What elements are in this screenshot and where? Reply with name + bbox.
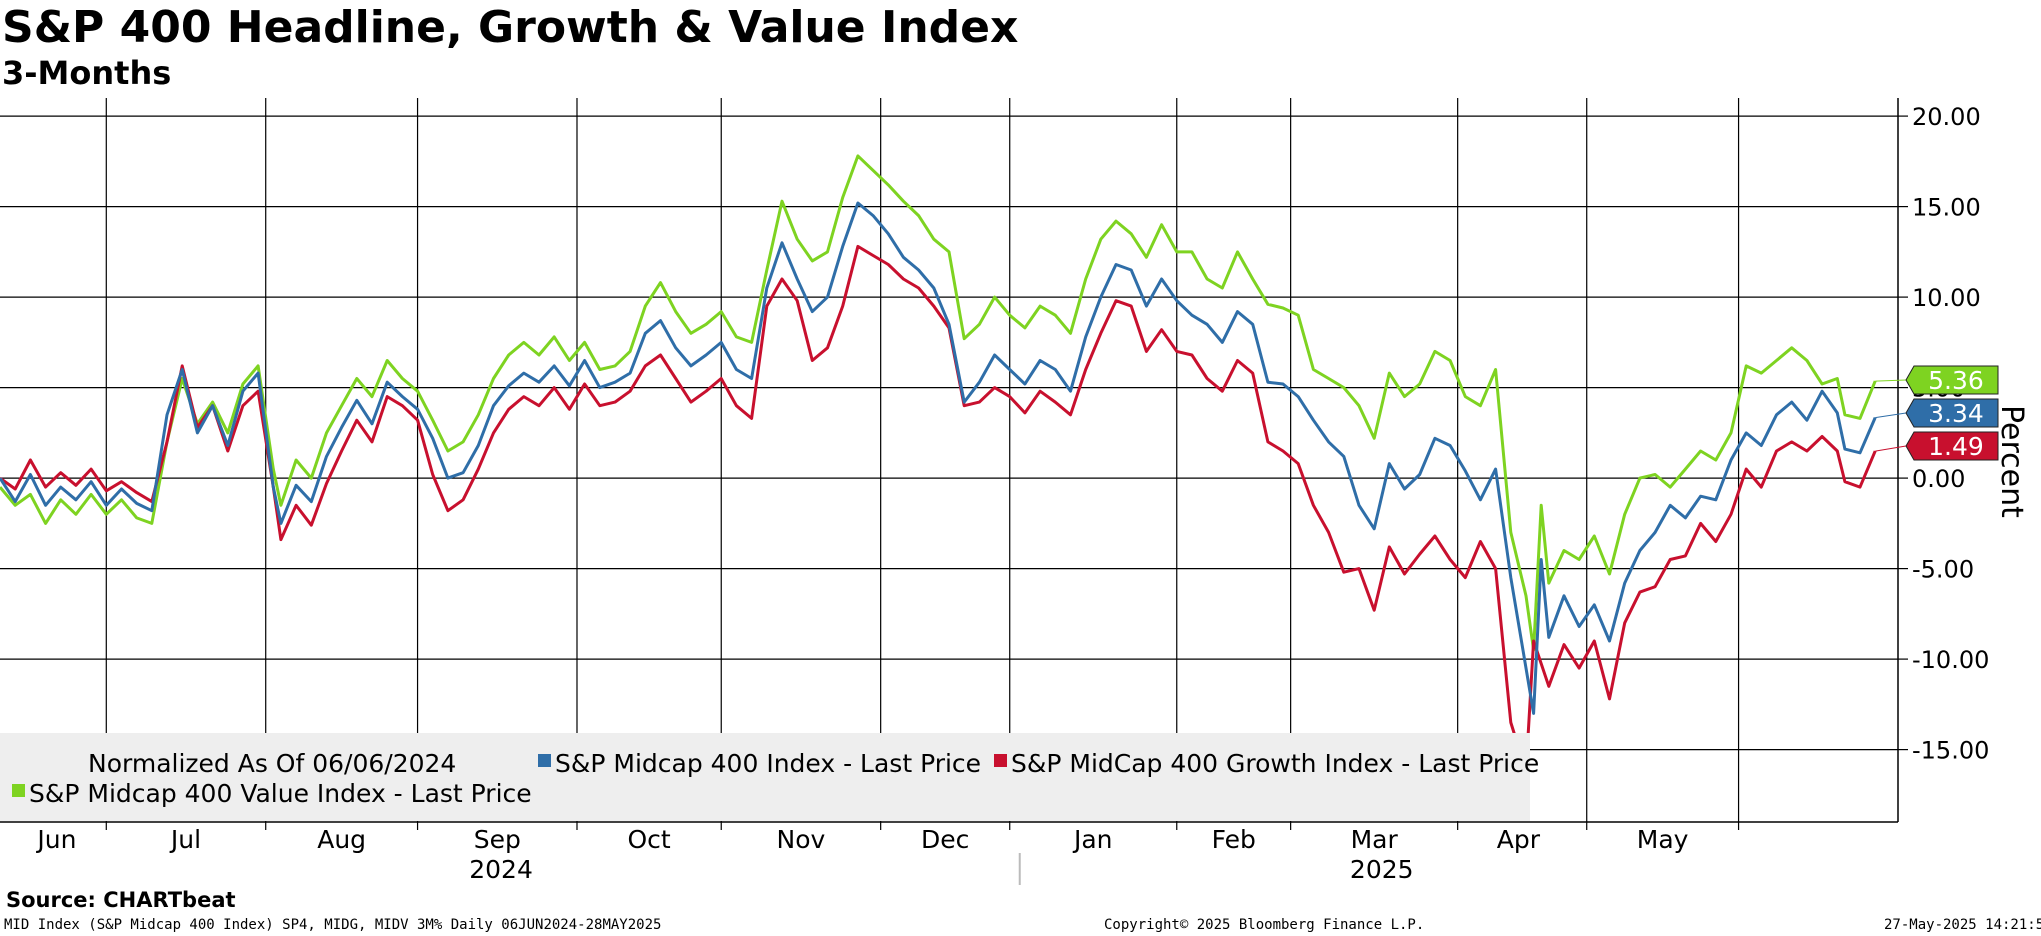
month-label: Jun xyxy=(35,825,76,854)
legend-label: S&P Midcap 400 Value Index - Last Price xyxy=(29,779,532,808)
y-tick-label: -15.00 xyxy=(1912,737,1989,765)
ticker-info: MID Index (S&P Midcap 400 Index) SP4, MI… xyxy=(4,917,662,933)
year-label: 2025 xyxy=(1350,855,1414,884)
legend-note: Normalized As Of 06/06/2024 xyxy=(88,749,456,778)
last-value-label: 1.49 xyxy=(1928,432,1984,461)
month-label: Sep xyxy=(474,825,521,854)
y-tick-label: 0.00 xyxy=(1912,465,1965,493)
y-tick-label: 10.00 xyxy=(1912,284,1981,312)
chart-subtitle: 3-Months xyxy=(2,54,172,92)
series-line xyxy=(0,201,1877,715)
legend-swatch xyxy=(994,754,1007,767)
y-tick-label: -10.00 xyxy=(1912,646,1989,674)
legend-label: S&P MidCap 400 Growth Index - Last Price xyxy=(1011,749,1539,778)
chart-title: S&P 400 Headline, Growth & Value Index xyxy=(2,2,1019,53)
month-label: Jan xyxy=(1072,825,1113,854)
month-label: Aug xyxy=(317,825,366,854)
y-tick-label: 15.00 xyxy=(1912,194,1981,222)
y-tick-label: 20.00 xyxy=(1912,103,1981,131)
last-value-label: 5.36 xyxy=(1928,366,1984,395)
month-label: May xyxy=(1637,825,1689,854)
legend-label: S&P Midcap 400 Index - Last Price xyxy=(555,749,981,778)
month-label: Mar xyxy=(1351,825,1399,854)
year-label: 2024 xyxy=(469,855,533,884)
line-chart: 20.0015.0010.005.000.00-5.00-10.00-15.00… xyxy=(0,98,2029,885)
source-note: Source: CHARTbeat xyxy=(6,888,236,912)
legend-swatch xyxy=(538,754,551,767)
badge-leader xyxy=(1875,445,1907,452)
month-label: Oct xyxy=(627,825,670,854)
month-label: Apr xyxy=(1497,825,1541,854)
series-line xyxy=(0,244,1877,773)
legend-box xyxy=(0,733,1530,821)
last-value-label: 3.34 xyxy=(1928,399,1984,428)
last-value-badge xyxy=(1905,365,1999,395)
month-label: Nov xyxy=(777,825,826,854)
y-tick-label: -5.00 xyxy=(1912,556,1974,584)
month-label: Jul xyxy=(169,825,201,854)
badge-leader xyxy=(1875,412,1907,419)
timestamp: 27-May-2025 14:21:58 xyxy=(1884,917,2041,933)
month-label: Dec xyxy=(921,825,969,854)
badge-leader xyxy=(1875,379,1907,382)
last-value-badge xyxy=(1905,398,1999,428)
y-axis-label: Percent xyxy=(1994,405,2029,518)
month-label: Feb xyxy=(1212,825,1256,854)
series-line xyxy=(0,154,1877,652)
copyright-note: Copyright© 2025 Bloomberg Finance L.P. xyxy=(1104,917,1425,933)
legend-swatch xyxy=(12,784,25,797)
last-value-badge xyxy=(1905,431,1999,461)
